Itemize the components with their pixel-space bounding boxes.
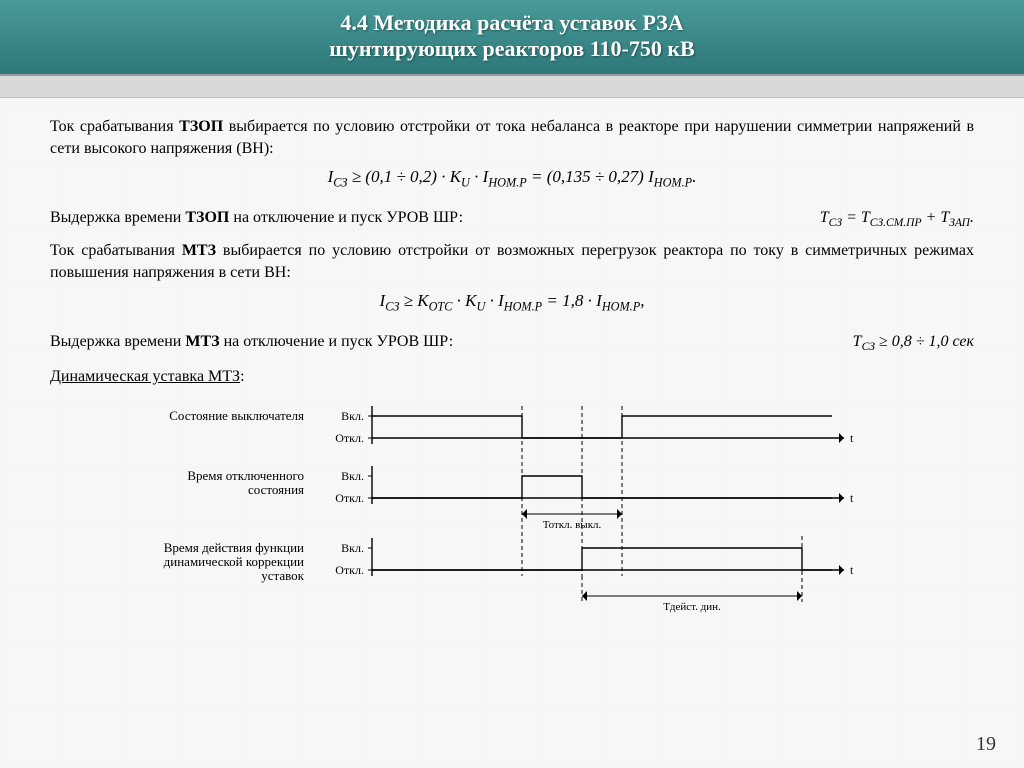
svg-text:Вкл.: Вкл.	[341, 469, 364, 483]
svg-text:Тдейст. дин.: Тдейст. дин.	[663, 601, 721, 613]
text: Ток срабатывания	[50, 242, 182, 259]
sym: · I	[470, 167, 488, 186]
svg-text:Откл.: Откл.	[335, 431, 364, 445]
svg-text:Вкл.: Вкл.	[341, 541, 364, 555]
sub: СЗ	[829, 217, 842, 229]
sym: ≥ 0,8 ÷ 1,0 сек	[875, 333, 974, 350]
dynamic-setpoint-label: Динамическая уставка МТЗ	[50, 368, 240, 385]
sym: .	[970, 209, 974, 226]
sub: СЗ	[385, 300, 399, 314]
sub: НОМ.Р	[602, 300, 640, 314]
paragraph-1: Ток срабатывания ТЗОП выбирается по усло…	[50, 116, 974, 159]
row-4: Выдержка времени МТЗ на отключение и пус…	[50, 325, 974, 359]
text: на отключение и пуск УРОВ ШР:	[220, 333, 454, 350]
text: Выдержка времени	[50, 209, 185, 226]
formula-3: IСЗ ≥ KОТС · KU · IНОМ.Р = 1,8 · IНОМ.Р,	[50, 291, 974, 314]
svg-text:динамической коррекции: динамической коррекции	[164, 554, 304, 569]
sym: · I	[485, 291, 503, 310]
paragraph-3: Ток срабатывания МТЗ выбирается по услов…	[50, 240, 974, 283]
sub: СЗ	[333, 176, 347, 190]
svg-text:Откл.: Откл.	[335, 563, 364, 577]
paragraph-2: Выдержка времени ТЗОП на отключение и пу…	[50, 207, 802, 229]
row-2: Выдержка времени ТЗОП на отключение и пу…	[50, 201, 974, 235]
svg-text:Время отключенного: Время отключенного	[187, 468, 304, 483]
svg-text:t: t	[850, 431, 854, 445]
paragraph-5: Динамическая уставка МТЗ:	[50, 366, 974, 388]
sym: T	[853, 333, 862, 350]
term-mtz: МТЗ	[185, 333, 219, 350]
sub: НОМ.Р	[504, 300, 542, 314]
sub: СЗ.СМ.ПР	[870, 217, 922, 229]
sym: + T	[922, 209, 950, 226]
header-stripe	[0, 76, 1024, 98]
svg-text:уставок: уставок	[261, 568, 304, 583]
formula-4: TСЗ ≥ 0,8 ÷ 1,0 сек	[853, 333, 974, 353]
sym: ,	[640, 291, 644, 310]
sub: ЗАП	[949, 217, 970, 229]
term-tzop: ТЗОП	[185, 209, 229, 226]
term-mtz: МТЗ	[182, 242, 216, 259]
svg-text:Вкл.: Вкл.	[341, 409, 364, 423]
sub: СЗ	[862, 341, 875, 353]
sym: = T	[842, 209, 870, 226]
sub: U	[461, 176, 470, 190]
text: Выдержка времени	[50, 333, 185, 350]
sym: = (0,135 ÷ 0,27) I	[527, 167, 654, 186]
formula-1: IСЗ ≥ (0,1 ÷ 0,2) · KU · IНОМ.Р = (0,135…	[50, 167, 974, 190]
text: Ток срабатывания	[50, 118, 179, 135]
sym: · K	[452, 291, 476, 310]
timing-diagram: Состояние выключателя Вкл. Откл. t Время отк…	[50, 398, 974, 628]
paragraph-4: Выдержка времени МТЗ на отключение и пус…	[50, 331, 835, 353]
page-number: 19	[976, 733, 996, 756]
timing-diagram-svg: Состояние выключателя Вкл. Откл. t Время отк…	[50, 398, 974, 628]
svg-text:t: t	[850, 491, 854, 505]
slide-header: 4.4 Методика расчёта уставок РЗА шунтиру…	[0, 0, 1024, 76]
sub: НОМ.Р	[488, 176, 526, 190]
sym: T	[820, 209, 829, 226]
svg-text:Состояние выключателя: Состояние выключателя	[169, 408, 304, 423]
text: на отключение и пуск УРОВ ШР:	[229, 209, 463, 226]
header-line-2: шунтирующих реакторов 110-750 кВ	[20, 36, 1004, 62]
sym: ≥ (0,1 ÷ 0,2) · K	[347, 167, 461, 186]
svg-text:состояния: состояния	[248, 482, 304, 497]
svg-text:Откл.: Откл.	[335, 491, 364, 505]
sym: .	[692, 167, 696, 186]
slide-content: Ток срабатывания ТЗОП выбирается по усло…	[0, 98, 1024, 628]
sym: = 1,8 · I	[542, 291, 602, 310]
text: :	[240, 368, 244, 385]
term-tzop: ТЗОП	[179, 118, 223, 135]
sub: НОМ.Р	[654, 176, 692, 190]
svg-text:t: t	[850, 563, 854, 577]
header-line-1: 4.4 Методика расчёта уставок РЗА	[20, 10, 1004, 36]
sym: ≥ K	[399, 291, 428, 310]
svg-text:Время действия функции: Время действия функции	[164, 540, 304, 555]
sub: ОТС	[429, 300, 453, 314]
svg-text:Тоткл. выкл.: Тоткл. выкл.	[543, 519, 602, 531]
formula-2: TСЗ = TСЗ.СМ.ПР + TЗАП.	[820, 209, 974, 229]
